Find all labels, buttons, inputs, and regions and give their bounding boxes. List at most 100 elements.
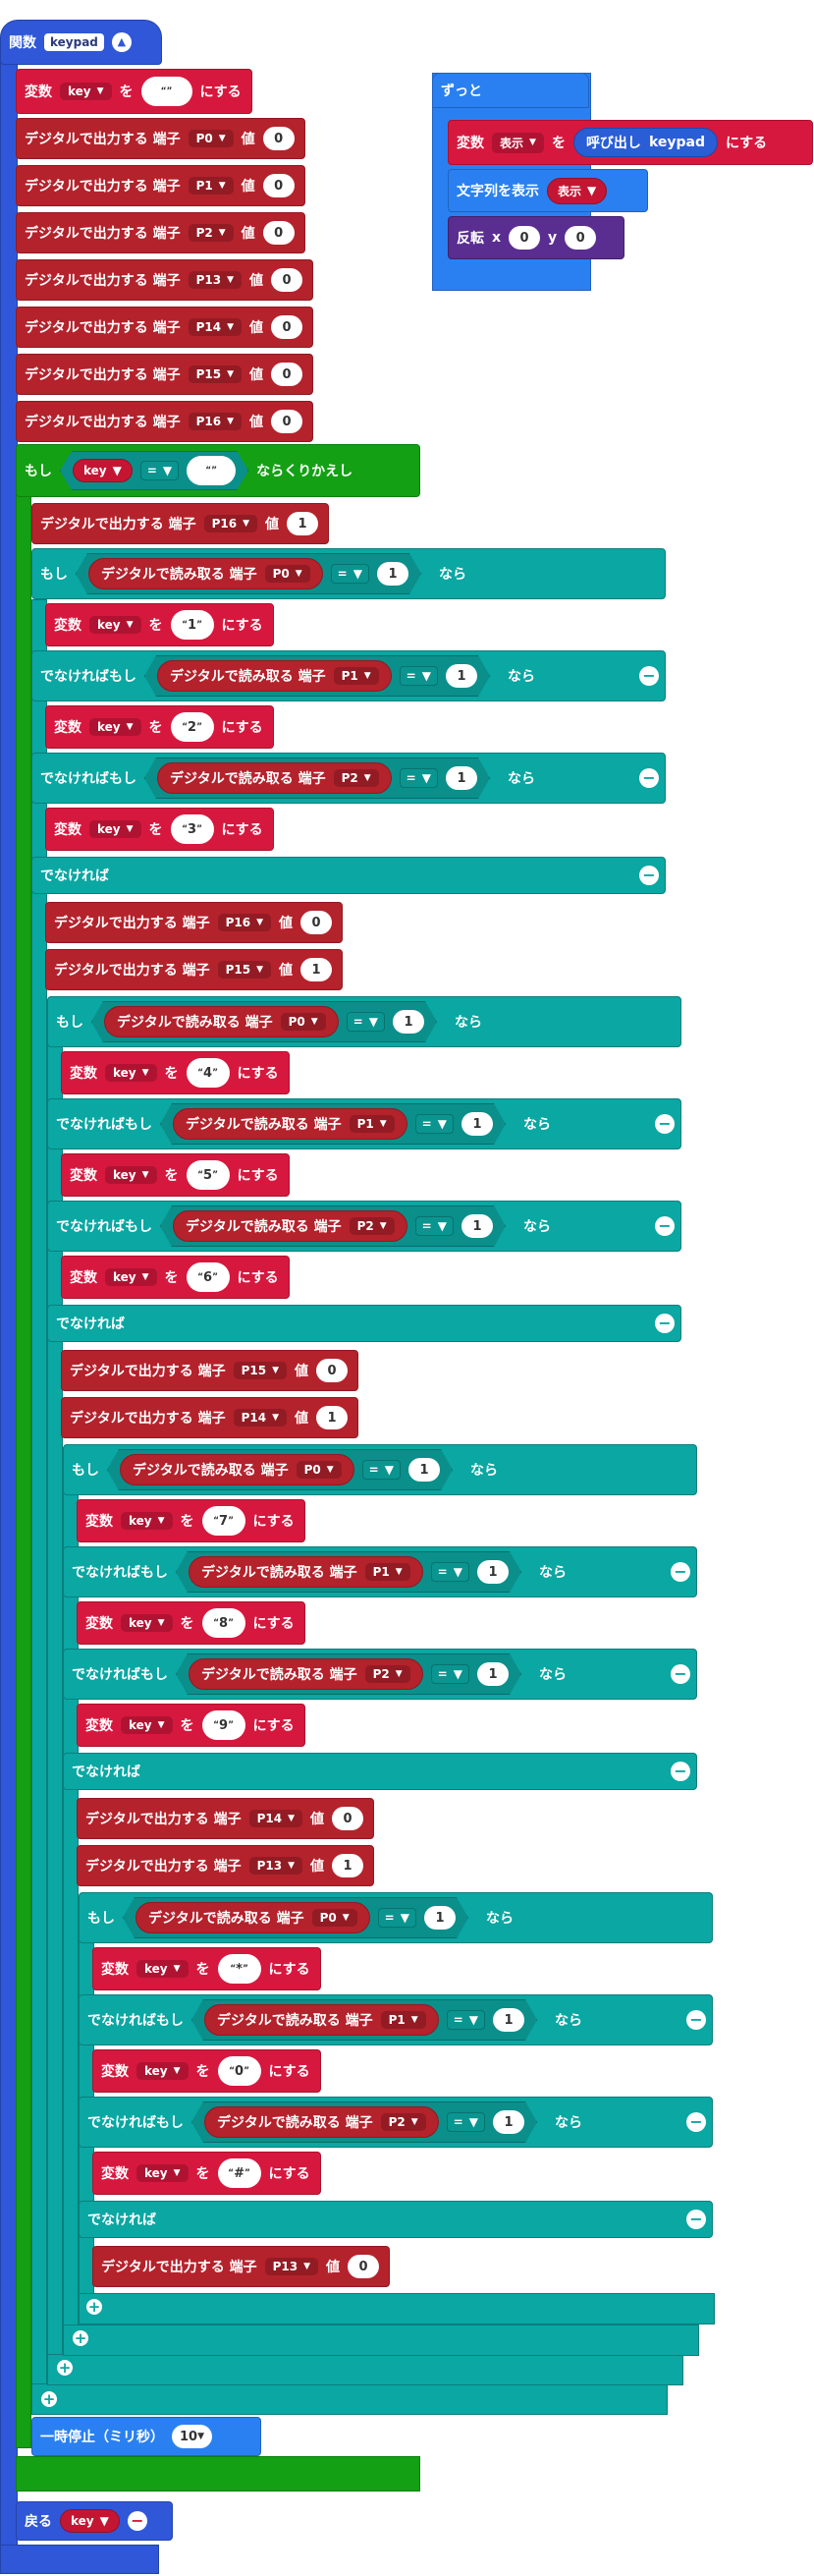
else-if-row[interactable]: でなければもし デジタルで読み取る 端子 P2 ▼ = ▼ 1 なら − — [47, 1201, 681, 1252]
compare-block[interactable]: デジタルで読み取る 端子 P2 ▼ = ▼ 1 — [144, 757, 490, 799]
compare-block[interactable]: デジタルで読み取る 端子 P0 ▼ = ▼ 1 — [107, 1449, 453, 1490]
digital-read-block[interactable]: デジタルで読み取る 端子 P0 ▼ — [120, 1454, 354, 1485]
operator-dropdown[interactable]: = ▼ — [362, 1460, 401, 1480]
pin-dropdown[interactable]: P0 ▼ — [281, 1013, 326, 1031]
pin-dropdown[interactable]: P1 ▼ — [365, 1563, 410, 1581]
remove-return-icon[interactable]: − — [127, 2511, 147, 2531]
variable-display-reporter[interactable]: 表示 ▼ — [547, 177, 608, 204]
compare-value[interactable]: 1 — [446, 766, 477, 790]
value-input[interactable]: 0 — [348, 2255, 380, 2278]
string-input[interactable]: “1” — [170, 610, 214, 640]
digital-read-block[interactable]: デジタルで読み取る 端子 P0 ▼ — [88, 558, 323, 589]
digital-write-block[interactable]: デジタルで出力する 端子 P13 ▼ 値 1 — [77, 1845, 375, 1886]
set-variable-block[interactable]: 変数 key ▼ を “0” にする — [92, 2049, 321, 2093]
variable-dropdown[interactable]: 表示 ▼ — [492, 132, 544, 153]
forever-block[interactable]: ずっと — [432, 73, 589, 108]
else-if-row[interactable]: でなければもし デジタルで読み取る 端子 P1 ▼ = ▼ 1 なら − — [63, 1546, 697, 1597]
digital-write-block[interactable]: デジタルで出力する 端子 P15 ▼ 値 0 — [61, 1350, 359, 1391]
digital-write-block[interactable]: デジタルで出力する 端子 P13 ▼ 値 0 — [16, 259, 314, 301]
compare-block[interactable]: デジタルで読み取る 端子 P2 ▼ = ▼ 1 — [191, 2101, 537, 2143]
compare-block[interactable]: デジタルで読み取る 端子 P1 ▼ = ▼ 1 — [160, 1103, 506, 1145]
string-input[interactable]: “0” — [217, 2056, 261, 2086]
add-branch-icon[interactable]: + — [55, 2358, 75, 2378]
show-string-block[interactable]: 文字列を表示 表示 ▼ — [448, 169, 648, 212]
set-variable-block[interactable]: 変数 key ▼ を “*” にする — [92, 1947, 321, 1990]
set-variable-block[interactable]: 変数 key ▼ を “” にする — [16, 69, 252, 114]
compare-block[interactable]: デジタルで読み取る 端子 P1 ▼ = ▼ 1 — [191, 1999, 537, 2041]
pause-block[interactable]: 一時停止（ミリ秒） 10 ▼ — [31, 2417, 261, 2456]
set-variable-block[interactable]: 変数 key ▼ を “#” にする — [92, 2152, 321, 2195]
pin-dropdown[interactable]: P2 ▼ — [188, 224, 234, 242]
string-input[interactable]: “2” — [170, 712, 214, 742]
set-variable-block[interactable]: 変数 key ▼ を “8” にする — [77, 1601, 305, 1645]
digital-read-block[interactable]: デジタルで読み取る 端子 P2 ▼ — [157, 762, 392, 794]
compare-value[interactable]: 1 — [477, 1662, 509, 1686]
pin-dropdown[interactable]: P13 ▼ — [248, 1857, 303, 1875]
compare-value[interactable]: 1 — [424, 1906, 456, 1930]
else-if-row[interactable]: でなければもし デジタルで読み取る 端子 P1 ▼ = ▼ 1 なら − — [31, 650, 666, 701]
set-variable-block[interactable]: 変数 key ▼ を “4” にする — [61, 1051, 290, 1094]
compare-value[interactable]: 1 — [393, 1010, 424, 1034]
remove-branch-icon[interactable]: − — [639, 768, 659, 788]
string-input[interactable]: “” — [140, 77, 192, 106]
variable-dropdown[interactable]: key ▼ — [105, 1064, 157, 1082]
string-input[interactable]: “3” — [170, 814, 214, 844]
remove-branch-icon[interactable]: − — [655, 1216, 675, 1236]
set-variable-block[interactable]: 変数 key ▼ を “7” にする — [77, 1499, 305, 1542]
pin-dropdown[interactable]: P1 ▼ — [350, 1115, 395, 1133]
pin-dropdown[interactable]: P13 ▼ — [188, 271, 243, 289]
string-input[interactable]: “4” — [186, 1058, 230, 1088]
pin-dropdown[interactable]: P13 ▼ — [264, 2258, 319, 2275]
variable-dropdown[interactable]: key ▼ — [89, 616, 141, 634]
remove-branch-icon[interactable]: − — [671, 1762, 690, 1781]
pin-dropdown[interactable]: P14 ▼ — [248, 1810, 303, 1827]
digital-write-block[interactable]: デジタルで出力する 端子 P1 ▼ 値 0 — [16, 165, 305, 206]
pin-dropdown[interactable]: P15 ▼ — [233, 1362, 288, 1379]
operator-dropdown[interactable]: = ▼ — [347, 1012, 385, 1032]
string-input[interactable]: “*” — [217, 1954, 261, 1984]
pin-dropdown[interactable]: P16 ▼ — [188, 413, 243, 430]
value-input[interactable]: 0 — [316, 1359, 349, 1382]
compare-value[interactable]: 1 — [446, 664, 477, 688]
if-row[interactable]: もし デジタルで読み取る 端子 P0 ▼ = ▼ 1 なら — [63, 1444, 697, 1495]
operator-dropdown[interactable]: = ▼ — [140, 461, 179, 480]
operator-dropdown[interactable]: = ▼ — [400, 666, 438, 686]
pin-dropdown[interactable]: P1 ▼ — [334, 667, 379, 685]
value-input[interactable]: 0 — [300, 911, 333, 934]
operator-dropdown[interactable]: = ▼ — [431, 1562, 469, 1582]
pin-dropdown[interactable]: P0 ▼ — [297, 1461, 342, 1479]
pin-dropdown[interactable]: P2 ▼ — [334, 769, 379, 787]
digital-write-block[interactable]: デジタルで出力する 端子 P0 ▼ 値 0 — [16, 118, 305, 159]
function-header[interactable]: 関数 keypad ▲ — [0, 20, 162, 65]
digital-write-block[interactable]: デジタルで出力する 端子 P16 ▼ 値 0 — [16, 401, 314, 442]
compare-value[interactable]: 1 — [461, 1214, 493, 1238]
variable-dropdown[interactable]: key ▼ — [89, 820, 141, 838]
else-if-row[interactable]: でなければもし デジタルで読み取る 端子 P2 ▼ = ▼ 1 なら − — [31, 753, 666, 804]
variable-dropdown[interactable]: key ▼ — [121, 1716, 173, 1734]
else-if-row[interactable]: でなければもし デジタルで読み取る 端子 P2 ▼ = ▼ 1 なら − — [79, 2097, 713, 2148]
compare-value[interactable]: 1 — [377, 562, 408, 586]
remove-branch-icon[interactable]: − — [686, 2210, 706, 2229]
digital-read-block[interactable]: デジタルで読み取る 端子 P0 ▼ — [104, 1006, 339, 1037]
set-variable-block[interactable]: 変数 key ▼ を “3” にする — [45, 808, 274, 851]
digital-read-block[interactable]: デジタルで読み取る 端子 P2 ▼ — [204, 2106, 439, 2138]
compare-value[interactable]: 1 — [493, 2008, 524, 2032]
variable-dropdown[interactable]: key ▼ — [60, 83, 112, 100]
pin-dropdown[interactable]: P1 ▼ — [188, 177, 234, 195]
remove-branch-icon[interactable]: − — [671, 1664, 690, 1684]
digital-write-block[interactable]: デジタルで出力する 端子 P16 ▼ 値 0 — [45, 902, 344, 943]
string-input[interactable]: “7” — [201, 1506, 245, 1536]
variable-key-reporter[interactable]: key ▼ — [60, 2509, 120, 2533]
remove-branch-icon[interactable]: − — [655, 1114, 675, 1134]
remove-branch-icon[interactable]: − — [686, 2010, 706, 2030]
string-input[interactable]: “#” — [217, 2158, 261, 2188]
variable-dropdown[interactable]: key ▼ — [89, 718, 141, 736]
string-input[interactable]: “6” — [186, 1262, 230, 1292]
pin-dropdown[interactable]: P15 ▼ — [188, 365, 243, 383]
variable-key-reporter[interactable]: key ▼ — [73, 459, 133, 482]
pin-dropdown[interactable]: P0 ▼ — [188, 130, 234, 147]
value-input[interactable]: 0 — [332, 1807, 364, 1830]
string-input[interactable]: “” — [187, 456, 236, 485]
compare-block[interactable]: key ▼ = ▼ “” — [60, 451, 248, 490]
collapse-icon[interactable]: ▲ — [111, 32, 132, 52]
